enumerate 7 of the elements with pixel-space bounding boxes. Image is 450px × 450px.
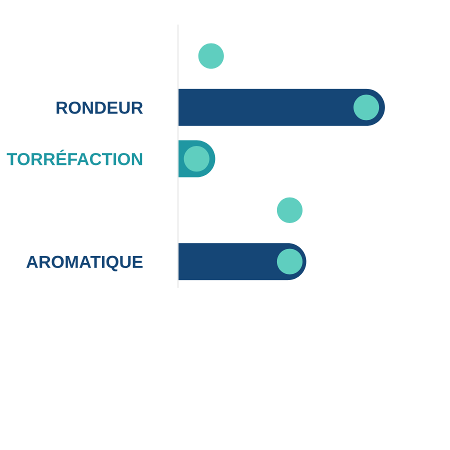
point	[198, 43, 224, 69]
y-tick-label: AROMATIQUE	[26, 256, 143, 272]
y-tick-label: TORRÉFACTION	[6, 150, 142, 166]
point	[276, 197, 303, 224]
point	[353, 94, 380, 120]
point	[276, 248, 303, 274]
y-tick-label: RONDEUR	[56, 102, 143, 114]
